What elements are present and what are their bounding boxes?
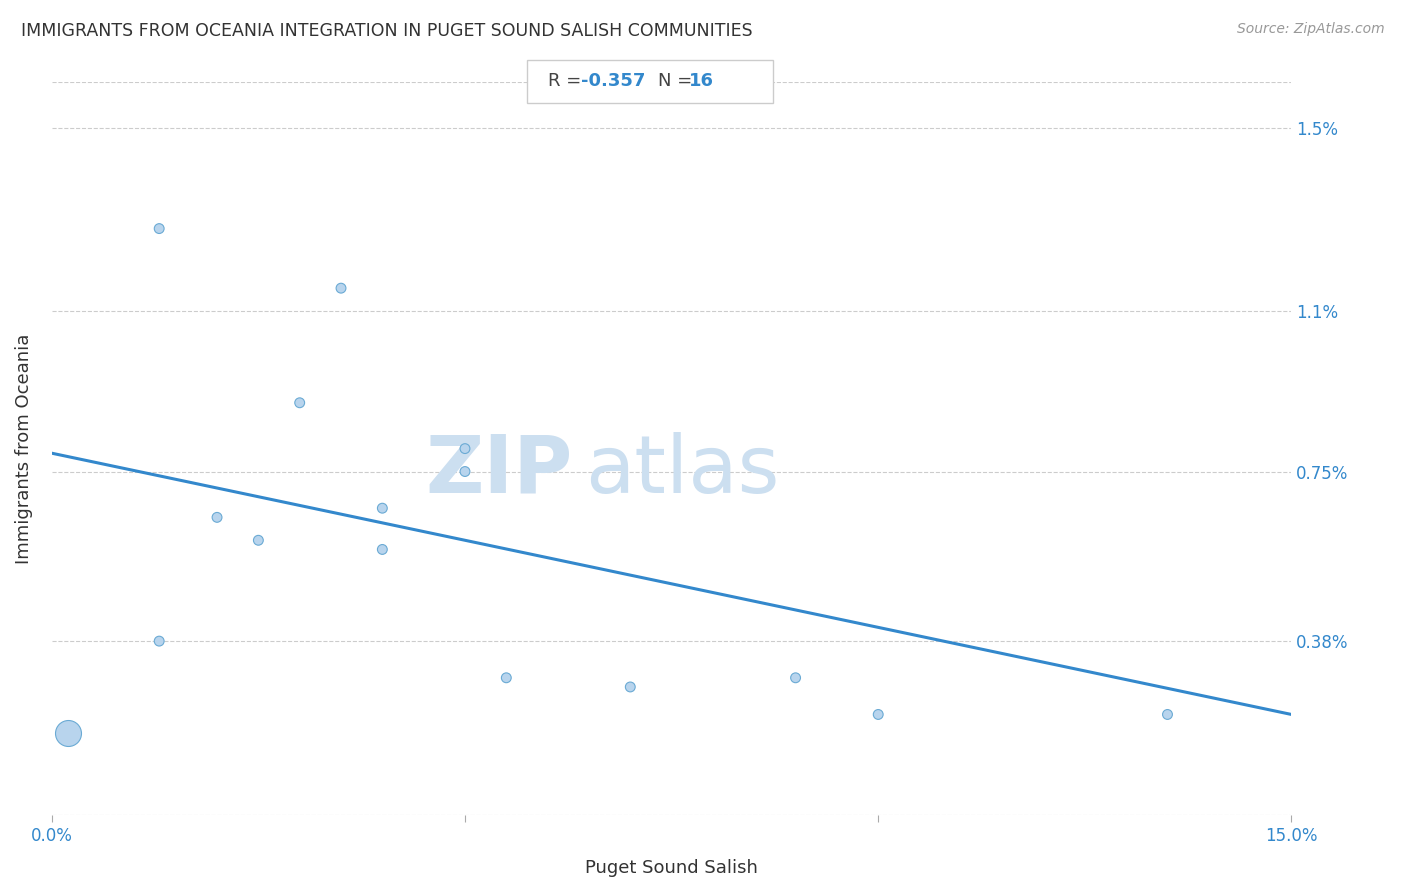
Point	[148, 634, 170, 648]
Text: ZIP: ZIP	[425, 432, 572, 509]
Point	[495, 671, 517, 685]
Point	[785, 671, 807, 685]
Text: 16: 16	[689, 72, 714, 90]
Text: N =: N =	[658, 72, 697, 90]
Point	[371, 501, 394, 516]
Point	[288, 396, 311, 410]
Text: -0.357: -0.357	[581, 72, 645, 90]
Point	[205, 510, 228, 524]
Point	[1156, 707, 1178, 722]
Point	[247, 533, 270, 548]
Text: Source: ZipAtlas.com: Source: ZipAtlas.com	[1237, 22, 1385, 37]
Point	[454, 442, 477, 456]
Point	[454, 465, 477, 479]
Point	[868, 707, 890, 722]
X-axis label: Puget Sound Salish: Puget Sound Salish	[585, 859, 758, 877]
Text: IMMIGRANTS FROM OCEANIA INTEGRATION IN PUGET SOUND SALISH COMMUNITIES: IMMIGRANTS FROM OCEANIA INTEGRATION IN P…	[21, 22, 752, 40]
Y-axis label: Immigrants from Oceania: Immigrants from Oceania	[15, 334, 32, 564]
Text: R =: R =	[548, 72, 588, 90]
Point	[58, 726, 80, 740]
Point	[330, 281, 353, 295]
Point	[619, 680, 641, 694]
Point	[148, 221, 170, 235]
Text: atlas: atlas	[585, 432, 779, 509]
Point	[371, 542, 394, 557]
